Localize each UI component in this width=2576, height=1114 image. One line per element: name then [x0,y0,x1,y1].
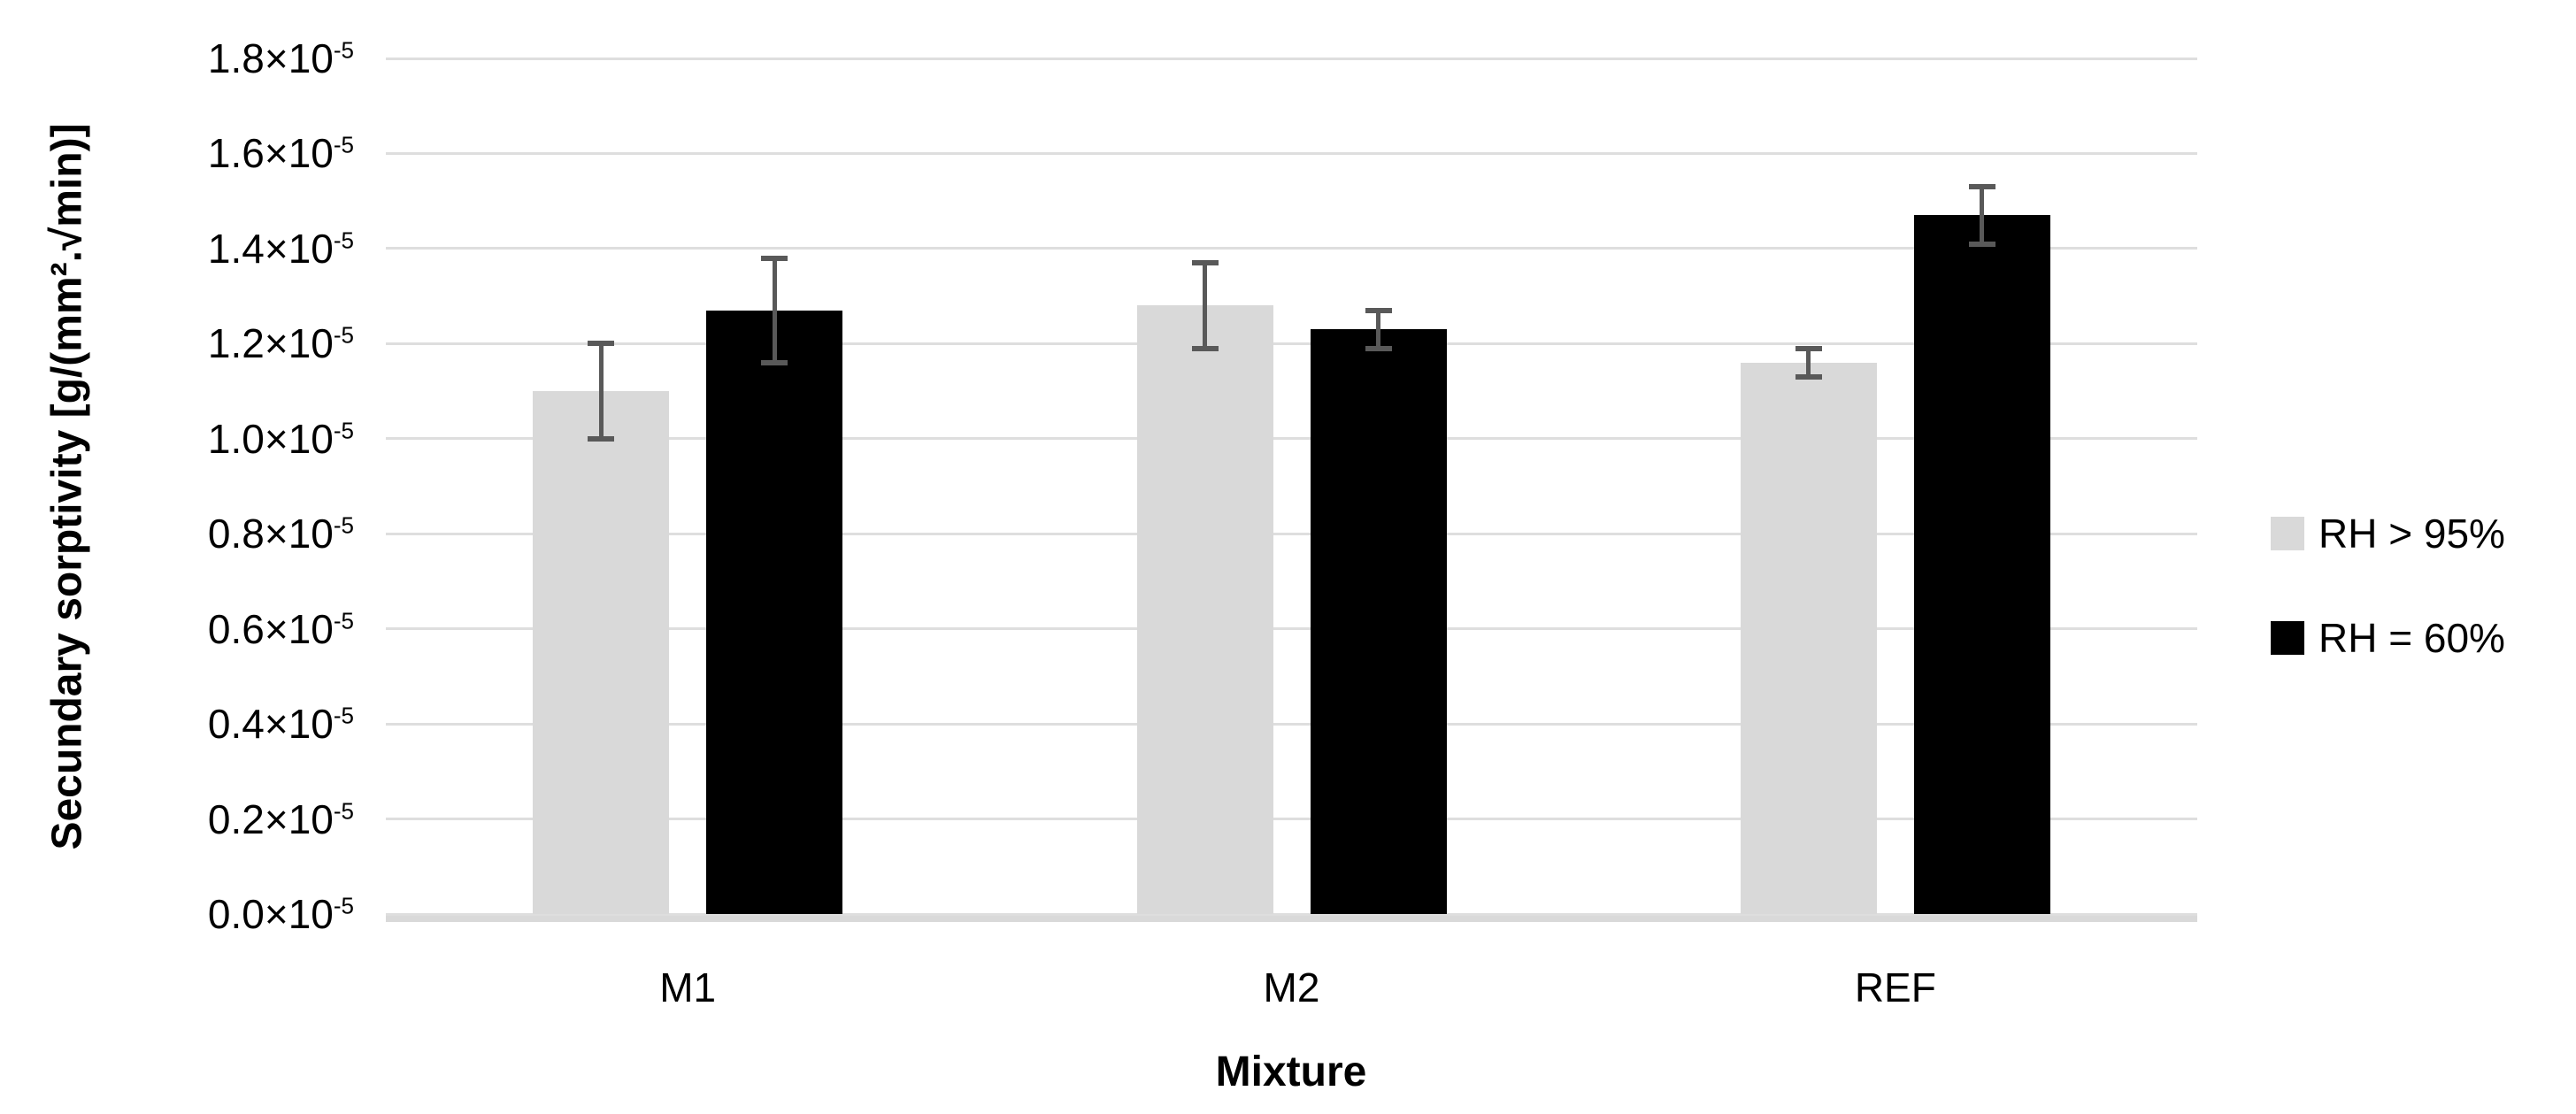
legend-swatch-icon [2271,621,2304,655]
y-tick-label: 0.6×10-5 [207,605,354,652]
error-bar [1203,263,1207,349]
gridline [386,247,2197,250]
bar-m1-series0 [533,391,670,914]
y-tick-label: 0.4×10-5 [207,701,354,748]
x-axis-title: Mixture [1215,1049,1367,1095]
error-bar-cap [588,341,615,347]
error-bar-cap [588,435,615,442]
x-category-label: M2 [1263,964,1320,1010]
error-bar [1376,310,1380,349]
y-tick-label: 1.4×10-5 [207,225,354,272]
gridline [386,342,2197,345]
legend: RH > 95% RH = 60% [2271,508,2505,664]
error-bar-cap [761,255,788,261]
legend-entry: RH > 95% [2271,508,2505,559]
error-bar [1806,348,1811,377]
plot-area [386,57,2197,922]
error-bar-cap [1191,260,1219,266]
error-bar-cap [1365,345,1392,351]
bar-m2-series0 [1136,305,1273,914]
error-bar-cap [1191,345,1219,351]
y-tick-label: 1.6×10-5 [207,130,354,177]
error-bar [1980,187,1985,244]
gridline [386,437,2197,441]
error-bar-cap [1365,307,1392,313]
legend-entry: RH = 60% [2271,612,2505,664]
gridline [386,912,2197,916]
y-tick-label: 1.0×10-5 [207,415,354,462]
error-bar [598,343,604,439]
bar-m1-series1 [706,310,843,914]
x-axis-line [386,914,2197,922]
bar-ref-series1 [1913,215,2050,914]
error-bar [772,257,777,363]
error-bar-cap [1968,184,1995,190]
y-tick-label: 0.8×10-5 [207,511,354,557]
legend-label: RH > 95% [2318,511,2505,557]
legend-label: RH = 60% [2318,615,2505,661]
y-tick-label: 0.0×10-5 [207,891,354,937]
gridline [386,151,2197,155]
y-tick-label: 0.2×10-5 [207,795,354,842]
bar-m2-series1 [1310,329,1447,914]
error-bar-cap [1795,373,1822,380]
gridline [386,532,2197,535]
error-bar-cap [761,359,788,365]
gridline [386,818,2197,821]
error-bar-cap [1795,345,1822,351]
x-category-label: M1 [659,964,717,1010]
gridline [386,627,2197,631]
gridline [386,722,2197,726]
x-category-label: REF [1854,964,1936,1010]
y-tick-label: 1.2×10-5 [207,320,354,367]
gridline [386,57,2197,60]
legend-swatch-icon [2271,517,2304,550]
y-axis-ticks: 0.0×10-5 0.2×10-5 0.4×10-5 0.6×10-5 0.8×10-5… [0,0,354,1114]
y-tick-label: 1.8×10-5 [207,35,354,81]
error-bar-cap [1968,241,1995,247]
bar-ref-series0 [1740,362,1877,914]
